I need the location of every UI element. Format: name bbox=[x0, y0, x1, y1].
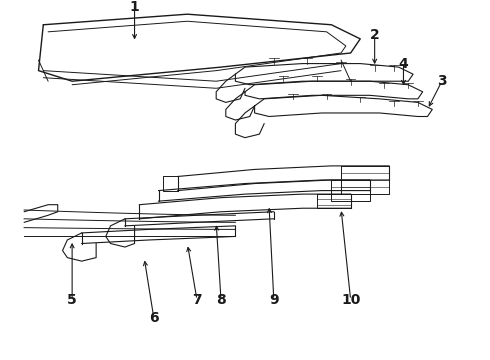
Text: 10: 10 bbox=[341, 293, 360, 307]
Text: 2: 2 bbox=[370, 28, 380, 42]
Text: 8: 8 bbox=[216, 293, 226, 307]
Text: 3: 3 bbox=[437, 74, 447, 88]
Text: 5: 5 bbox=[67, 293, 77, 307]
Text: 6: 6 bbox=[149, 311, 159, 325]
Text: 9: 9 bbox=[269, 293, 279, 307]
Text: 7: 7 bbox=[192, 293, 202, 307]
Text: 4: 4 bbox=[398, 57, 408, 71]
Text: 1: 1 bbox=[130, 0, 140, 14]
